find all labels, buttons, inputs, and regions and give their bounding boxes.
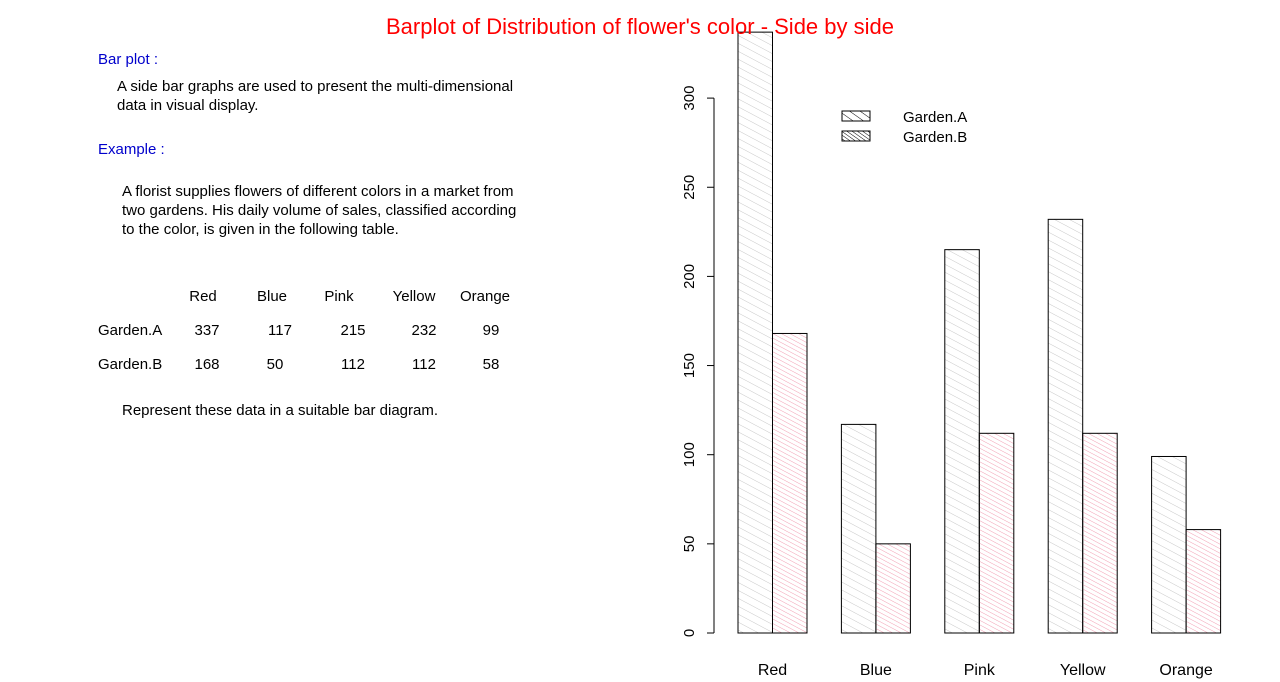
example-text-line-1: A florist supplies flowers of different … bbox=[122, 183, 514, 200]
x-tick-label: Blue bbox=[860, 662, 892, 679]
legend-swatch bbox=[841, 130, 871, 142]
example-heading: Example : bbox=[98, 141, 165, 158]
example-text-line-3: to the color, is given in the following … bbox=[122, 221, 399, 238]
bar-Garden.A-Pink bbox=[944, 249, 980, 634]
bar-Garden.A-Orange bbox=[1151, 455, 1187, 634]
table-cell: 215 bbox=[340, 322, 366, 339]
bar-Garden.B-Orange bbox=[1185, 529, 1222, 634]
y-tick-label: 250 bbox=[681, 175, 698, 200]
bar-Garden.A-Blue bbox=[840, 423, 877, 634]
table-header: Blue bbox=[256, 288, 288, 305]
table-row-label: Garden.A bbox=[98, 322, 163, 339]
table-cell: 232 bbox=[411, 322, 437, 339]
barplot-text-line-1: A side bar graphs are used to present th… bbox=[117, 78, 514, 95]
legend-swatch bbox=[841, 110, 871, 122]
table-header: Red bbox=[189, 288, 217, 305]
y-tick-label: 150 bbox=[681, 353, 698, 378]
table-cell: 112 bbox=[341, 356, 365, 373]
table-cell: 58 bbox=[482, 356, 500, 373]
table-header: Yellow bbox=[392, 288, 436, 305]
bar-Garden.B-Blue bbox=[875, 543, 911, 634]
legend-label: Garden.B bbox=[903, 129, 967, 146]
table-header: Pink bbox=[324, 288, 354, 305]
bar-Garden.B-Pink bbox=[978, 432, 1015, 634]
y-tick-label: 100 bbox=[681, 442, 698, 467]
x-tick-label: Pink bbox=[964, 662, 996, 679]
table-cell: 168 bbox=[194, 356, 220, 373]
table-cell: 112 bbox=[412, 356, 436, 373]
table-header: Orange bbox=[459, 288, 511, 305]
legend-label: Garden.A bbox=[903, 109, 967, 126]
x-tick-label: Red bbox=[758, 662, 787, 679]
bar-Garden.B-Red bbox=[772, 332, 808, 634]
barplot-text-line-2: data in visual display. bbox=[117, 97, 259, 114]
table-cell: 50 bbox=[266, 356, 284, 373]
table-cell: 117 bbox=[268, 322, 292, 339]
bar-Garden.A-Yellow bbox=[1047, 218, 1084, 634]
y-tick-label: 50 bbox=[681, 536, 698, 553]
bar-Garden.A-Red bbox=[737, 31, 773, 634]
x-tick-label: Yellow bbox=[1060, 662, 1106, 679]
closing-text: Represent these data in a suitable bar d… bbox=[122, 402, 439, 419]
example-text-line-2: two gardens. His daily volume of sales, … bbox=[122, 202, 517, 219]
y-tick-label: 300 bbox=[681, 86, 698, 111]
bar-Garden.B-Yellow bbox=[1082, 432, 1118, 634]
x-tick-label: Orange bbox=[1159, 662, 1212, 679]
table-cell: 337 bbox=[194, 322, 220, 339]
table-row-label: Garden.B bbox=[98, 356, 163, 373]
barplot-heading: Bar plot : bbox=[98, 51, 159, 68]
y-tick-label: 200 bbox=[681, 264, 698, 289]
chart-title: Barplot of Distribution of flower's colo… bbox=[386, 14, 894, 39]
table-cell: 99 bbox=[482, 322, 500, 339]
y-tick-label: 0 bbox=[681, 629, 698, 637]
